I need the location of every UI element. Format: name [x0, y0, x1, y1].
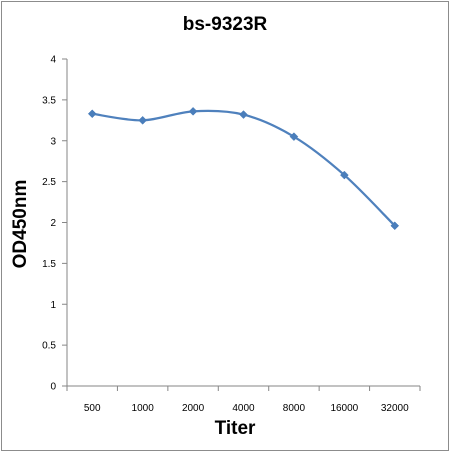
y-tick-label: 0.5 [42, 341, 56, 352]
data-point-marker [239, 110, 248, 119]
y-tick-label: 3.5 [42, 95, 56, 106]
y-tick-label: 1.5 [42, 259, 56, 270]
y-tick-label: 2 [50, 218, 56, 229]
data-point-marker [138, 115, 147, 125]
chart-title: bs-9323R [182, 14, 268, 35]
x-axis-label: Titer [214, 418, 256, 439]
y-tick-label: 2.5 [42, 177, 56, 188]
y-tick-label: 3 [50, 136, 56, 147]
x-tick-label: 1000 [132, 403, 155, 414]
data-point-marker [188, 106, 198, 116]
x-tick-label: 16000 [330, 403, 358, 414]
data-point-marker [390, 221, 400, 231]
data-point-marker [289, 132, 299, 142]
y-tick-label: 0 [50, 382, 56, 393]
x-tick-label: 4000 [232, 403, 255, 414]
y-tick-label: 4 [50, 55, 56, 66]
x-tick-label: 8000 [283, 403, 306, 414]
x-tick-label: 500 [84, 403, 101, 414]
data-point-marker [340, 170, 349, 180]
x-tick-label: 2000 [182, 403, 205, 414]
data-point-marker [87, 109, 97, 119]
y-tick-label: 1 [50, 300, 56, 311]
x-tick-label: 32000 [381, 403, 409, 414]
series-line [92, 109, 396, 227]
